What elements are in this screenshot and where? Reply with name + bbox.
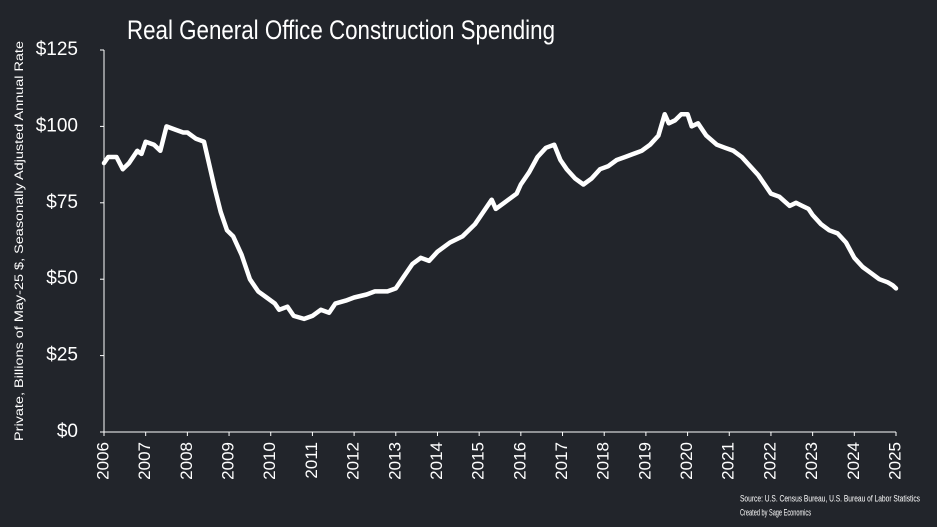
x-tick-label: 2019 bbox=[635, 442, 654, 480]
x-tick-label: 2015 bbox=[469, 442, 488, 480]
x-tick-label: 2010 bbox=[260, 442, 279, 480]
x-tick-label: 2007 bbox=[135, 442, 154, 480]
x-tick-label: 2024 bbox=[844, 442, 863, 480]
source-note: Source: U.S. Census Bureau, U.S. Bureau … bbox=[740, 493, 920, 503]
x-tick-label: 2012 bbox=[344, 442, 363, 480]
x-tick-label: 2023 bbox=[802, 442, 821, 480]
y-tick-label: $25 bbox=[46, 345, 78, 366]
y-tick-label: $100 bbox=[36, 115, 78, 136]
y-tick-label: $125 bbox=[36, 39, 78, 60]
x-tick-label: 2025 bbox=[885, 442, 904, 480]
x-tick-label: 2016 bbox=[510, 442, 529, 480]
x-tick-label: 2009 bbox=[219, 442, 238, 480]
credit-note: Created by Sage Economics bbox=[740, 507, 811, 517]
x-tick-label: 2020 bbox=[677, 442, 696, 480]
x-tick-label: 2018 bbox=[594, 442, 613, 480]
data-line bbox=[101, 111, 899, 322]
chart-title: Real General Office Construction Spendin… bbox=[127, 15, 555, 45]
y-tick-label: $0 bbox=[57, 421, 78, 442]
x-tick-label: 2017 bbox=[552, 442, 571, 480]
y-tick-label: $50 bbox=[46, 268, 78, 289]
x-tick-label: 2014 bbox=[427, 442, 446, 480]
x-tick-label: 2021 bbox=[719, 442, 738, 480]
y-tick-label: $75 bbox=[46, 192, 78, 213]
x-tick-label: 2022 bbox=[760, 442, 779, 480]
x-tick-label: 2008 bbox=[177, 442, 196, 480]
x-tick-label: 2011 bbox=[302, 442, 321, 479]
x-tick-label: 2006 bbox=[93, 442, 112, 480]
y-axis-label: Private, Billions of May-25 $, Seasonall… bbox=[12, 41, 26, 441]
x-tick-label: 2013 bbox=[385, 442, 404, 480]
